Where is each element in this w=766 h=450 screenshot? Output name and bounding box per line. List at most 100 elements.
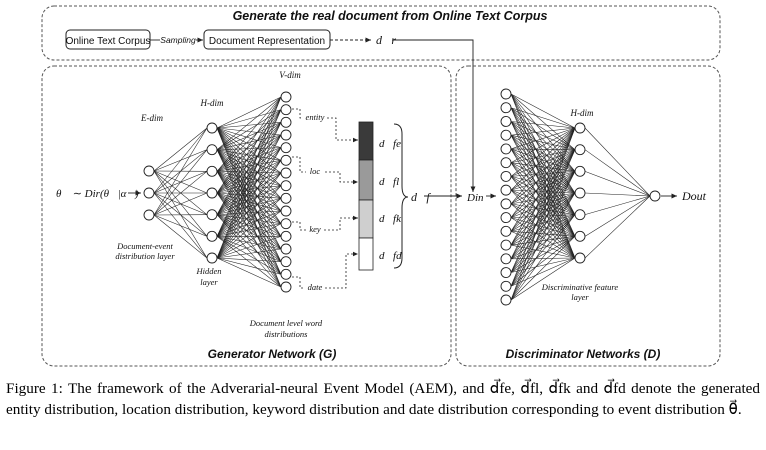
disc-hidden-node bbox=[574, 165, 586, 177]
generator-edge bbox=[216, 149, 282, 224]
generator-edge bbox=[216, 122, 282, 237]
gen-event-node bbox=[143, 165, 155, 177]
feature-layer-label-2: layer bbox=[571, 292, 589, 302]
discriminator-edge bbox=[510, 127, 576, 205]
discriminator-edge bbox=[510, 192, 576, 218]
discriminator-edge bbox=[510, 171, 576, 301]
group-label-loc: loc bbox=[310, 166, 321, 176]
generator-edge bbox=[153, 127, 208, 216]
vector-segment-key bbox=[358, 199, 374, 239]
generator-edge bbox=[216, 172, 282, 259]
generator-edge bbox=[216, 96, 282, 172]
generator-edge bbox=[216, 96, 282, 259]
generator-edge bbox=[216, 160, 282, 237]
discriminator-edge bbox=[510, 214, 576, 246]
generator-title: Generator Network (G) bbox=[208, 347, 337, 361]
disc-hidden-node bbox=[574, 122, 586, 134]
generator-edge bbox=[153, 214, 208, 237]
network-nodes bbox=[143, 88, 661, 306]
doc-event-layer-label-1: Document-event bbox=[116, 241, 173, 251]
generator-edge bbox=[216, 160, 282, 215]
discriminator-edge bbox=[510, 93, 576, 129]
gen-hidden-node bbox=[206, 209, 218, 221]
discriminator-edge bbox=[510, 257, 576, 301]
discriminator-edge bbox=[510, 203, 576, 259]
discriminator-edge bbox=[510, 127, 576, 218]
caption-text: Figure 1: The framework of the Adveraria… bbox=[6, 380, 760, 418]
disc-input-node bbox=[500, 88, 512, 100]
gen-vocab-node bbox=[280, 218, 292, 230]
disc-input-node bbox=[500, 157, 512, 169]
discriminator-edge bbox=[510, 257, 576, 287]
discriminator-edge bbox=[510, 149, 576, 246]
discriminator-edge bbox=[510, 149, 576, 273]
generator-edge bbox=[216, 236, 282, 275]
gen-vocab-node bbox=[280, 230, 292, 242]
generator-edge bbox=[153, 127, 208, 194]
gen-hidden-node bbox=[206, 122, 218, 134]
generator-edge bbox=[216, 185, 282, 215]
discriminator-edge bbox=[510, 127, 576, 191]
key-connector bbox=[292, 215, 358, 231]
gen-vocab-node bbox=[280, 91, 292, 103]
discriminator-edge bbox=[510, 149, 576, 287]
discriminator-edge bbox=[510, 121, 576, 129]
df-brace bbox=[393, 123, 409, 269]
generator-panel-border bbox=[41, 65, 452, 367]
doc-word-dist-label-2: distributions bbox=[265, 329, 309, 339]
generator-edge bbox=[153, 171, 208, 216]
bar-label-key: d⃗fk bbox=[379, 213, 402, 225]
generator-edge bbox=[216, 214, 282, 250]
discriminator-edge bbox=[510, 192, 576, 205]
generator-edge bbox=[216, 214, 282, 275]
discriminator-edge bbox=[510, 149, 576, 218]
discriminator-edge bbox=[584, 127, 651, 197]
discriminator-edge bbox=[510, 107, 576, 129]
generator-edge bbox=[216, 198, 282, 259]
discriminator-edge bbox=[510, 127, 576, 301]
discriminator-edge bbox=[510, 149, 576, 301]
generator-edge bbox=[153, 127, 208, 172]
discriminator-edge bbox=[510, 236, 576, 273]
top-panel-title: Generate the real document from Online T… bbox=[233, 9, 548, 23]
hdim-label-generator: H-dim bbox=[200, 98, 224, 108]
group-label-key: key bbox=[309, 224, 321, 234]
discriminator-edge bbox=[510, 257, 576, 273]
generator-edge bbox=[216, 192, 282, 262]
generator-edge bbox=[216, 192, 282, 275]
generator-edge bbox=[216, 160, 282, 259]
discriminator-edge bbox=[510, 127, 576, 246]
generator-edge bbox=[216, 134, 282, 237]
gen-vocab-node bbox=[280, 256, 292, 268]
generator-edge bbox=[216, 214, 282, 224]
generator-edge bbox=[216, 236, 282, 262]
discriminator-edge bbox=[584, 192, 651, 197]
disc-input-node bbox=[500, 102, 512, 114]
disc-input-node bbox=[500, 129, 512, 141]
generator-edge bbox=[216, 210, 282, 259]
disc-input-node bbox=[500, 294, 512, 306]
disc-input-node bbox=[500, 253, 512, 265]
gen-hidden-node bbox=[206, 187, 218, 199]
discriminator-edge bbox=[510, 127, 576, 150]
generator-edge bbox=[216, 96, 282, 215]
disc-hidden-node bbox=[574, 144, 586, 156]
feature-layer-label-1: Discriminative feature bbox=[541, 282, 619, 292]
gen-vocab-node bbox=[280, 154, 292, 166]
gen-hidden-node bbox=[206, 230, 218, 242]
generator-edge bbox=[216, 109, 282, 259]
generator-edge bbox=[216, 198, 282, 237]
figure-caption: Figure 1: The framework of the Adveraria… bbox=[6, 378, 760, 420]
generator-edge bbox=[216, 147, 282, 215]
disc-input-node bbox=[500, 170, 512, 182]
generator-edge bbox=[216, 185, 282, 237]
bar-label-date: d⃗fd bbox=[379, 250, 402, 262]
generator-edge bbox=[216, 214, 282, 237]
disc-input-node bbox=[500, 280, 512, 292]
disc-input-node bbox=[500, 267, 512, 278]
discriminator-edge bbox=[510, 149, 576, 259]
discriminator-edge bbox=[510, 231, 576, 259]
input-theta-label: θ⃗ ∼ Dir(θ⃗|α⃗) bbox=[56, 188, 139, 200]
gen-vocab-node bbox=[280, 205, 292, 217]
bar-label-loc: d⃗fl bbox=[379, 176, 399, 188]
